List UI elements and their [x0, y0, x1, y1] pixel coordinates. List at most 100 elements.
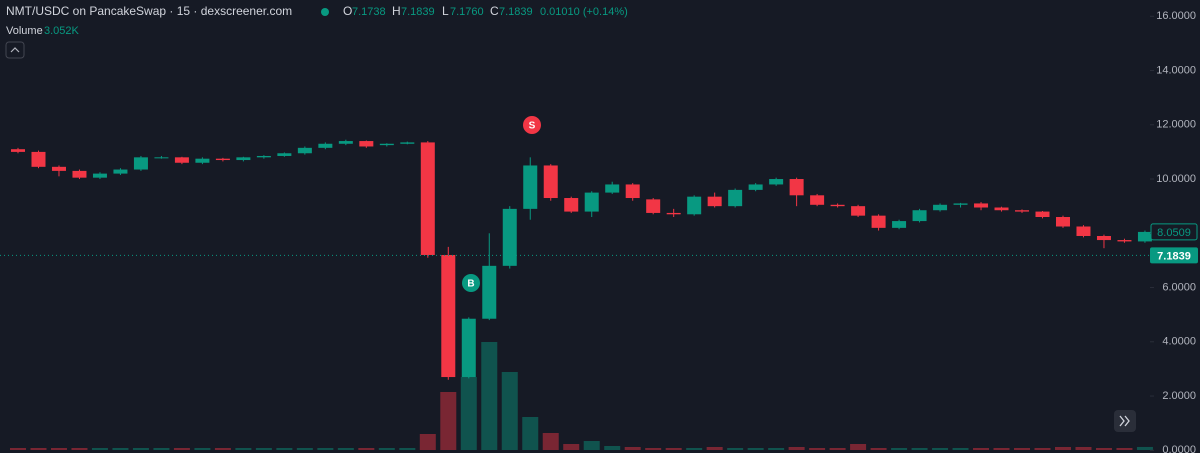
volume-bar [583, 441, 600, 450]
candle-body [830, 204, 845, 207]
scroll-button[interactable] [1114, 410, 1136, 432]
volume-bar [563, 444, 580, 450]
candle-body [912, 210, 927, 222]
volume-bar [460, 377, 477, 450]
y-tick-label: 16.0000 [1156, 10, 1196, 22]
candle-body [318, 143, 333, 148]
candle-body [297, 147, 312, 154]
candle-body [92, 173, 107, 178]
volume-bar [829, 448, 846, 450]
volume-bar [1075, 447, 1092, 450]
y-tick-label: 4.0000 [1162, 336, 1196, 348]
volume-bar [214, 448, 231, 450]
candle-body [584, 192, 599, 212]
candle-body [769, 179, 784, 185]
plot [10, 139, 1153, 450]
candle-body [11, 149, 25, 152]
volume-bar [747, 448, 764, 450]
candle-body [338, 141, 353, 144]
candle-body [174, 157, 189, 163]
volume-label: Volume [6, 25, 43, 37]
volume-bar [296, 448, 313, 450]
candle-body [933, 204, 948, 211]
candle-body [215, 158, 230, 161]
candle-body [605, 184, 620, 193]
price-tag [1150, 247, 1198, 264]
sell-marker-label: S [529, 121, 536, 132]
candle-body [502, 208, 517, 266]
volume-bar [891, 448, 908, 450]
candle-body [72, 170, 87, 178]
volume-bar [132, 448, 149, 450]
legend-value: 7.1839 [401, 6, 435, 18]
volume-bar [153, 448, 170, 450]
volume-bar [932, 448, 949, 450]
volume-bar [686, 448, 703, 450]
volume-bar [173, 448, 190, 450]
volume-bar [727, 448, 744, 450]
volume-bar [440, 392, 457, 450]
candle-body [851, 206, 866, 216]
candle-body [441, 254, 456, 378]
candle-body [564, 198, 579, 212]
candle-body [707, 196, 722, 207]
status-dot [321, 8, 329, 16]
candle-body [400, 142, 415, 144]
volume-bar [624, 447, 641, 450]
volume-bar [1095, 448, 1112, 450]
volume-bar [850, 444, 867, 450]
legend-value: 7.1760 [450, 6, 484, 18]
last-price-tag [1150, 223, 1198, 241]
volume-bar [30, 448, 47, 450]
sell-marker [523, 116, 541, 134]
candle-body [1117, 240, 1132, 242]
volume-bar [542, 433, 559, 450]
volume-bar [870, 448, 887, 450]
volume-bar [194, 448, 211, 450]
candle-body [974, 203, 989, 208]
volume-bar [419, 434, 436, 450]
volume-bar [112, 448, 129, 450]
y-tick-label: 12.0000 [1156, 119, 1196, 131]
volume-bar [337, 448, 354, 450]
candle-body [523, 165, 538, 209]
legend-label: C [490, 4, 499, 18]
legend-value: 7.1738 [352, 6, 386, 18]
candle-body [625, 184, 640, 199]
collapse-button[interactable] [5, 41, 25, 59]
candle-body [359, 141, 374, 147]
candle-body [646, 199, 661, 213]
y-tick-label: 0.0000 [1162, 444, 1196, 453]
volume-bar [973, 448, 990, 450]
volume-bar [501, 372, 518, 450]
volume-bar [91, 448, 108, 450]
volume-value: 3.052K [44, 25, 80, 37]
candle-body [277, 153, 292, 156]
volume-bar [604, 446, 621, 450]
candle-body [1096, 235, 1111, 241]
volume-bar [255, 448, 272, 450]
price-tag-label: 7.1839 [1157, 250, 1191, 262]
volume-bar [50, 448, 67, 450]
volume-bar [358, 448, 375, 450]
volume-bar [399, 448, 416, 450]
legend-label: O [343, 4, 352, 18]
candle-body [256, 155, 271, 158]
candle-body [666, 212, 681, 215]
candle-body [461, 318, 476, 378]
volume-bar [1136, 446, 1153, 450]
legend-label: H [392, 4, 401, 18]
candle-body [113, 169, 128, 174]
y-tick-label: 10.0000 [1156, 173, 1196, 185]
collapse-icon [10, 47, 20, 53]
candle-body [31, 151, 46, 167]
buy-marker [462, 274, 480, 292]
scroll-icon [1119, 415, 1130, 427]
y-tick-label: 6.0000 [1162, 281, 1196, 293]
candle-body [420, 142, 435, 255]
volume-bar [645, 448, 662, 450]
volume-bar [10, 448, 26, 450]
